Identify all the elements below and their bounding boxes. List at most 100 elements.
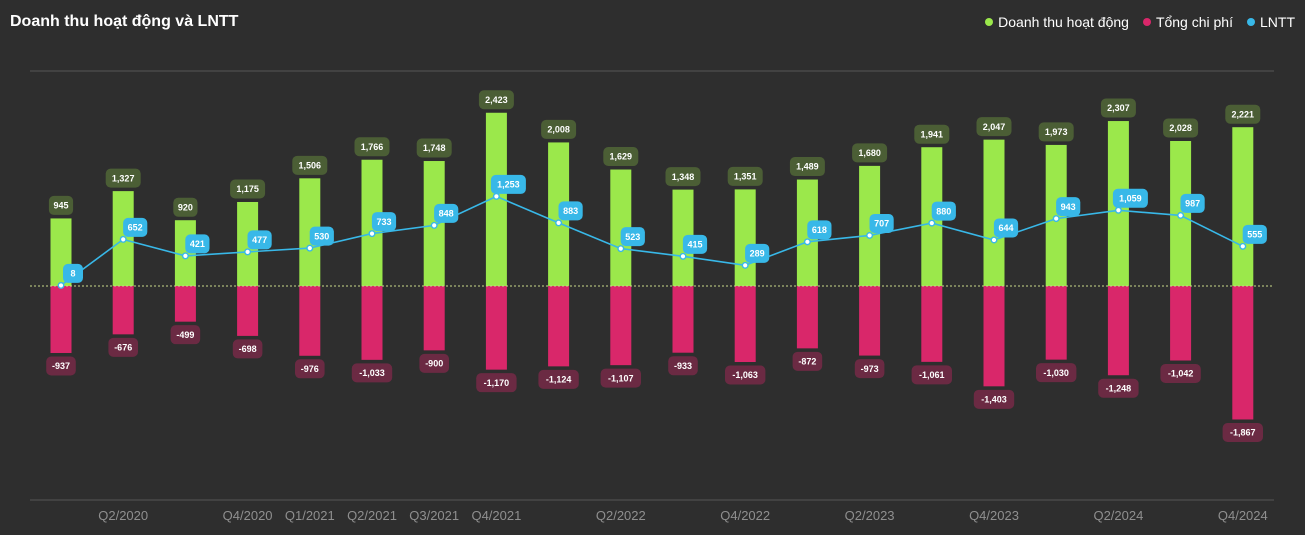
- data-label-revenue: 2,423: [485, 95, 508, 105]
- label-bg-revenue: [603, 147, 639, 167]
- data-label-revenue: 2,047: [983, 122, 1006, 132]
- bar-revenue[interactable]: [1232, 127, 1254, 286]
- label-bg-expense: [170, 325, 201, 345]
- point-lntt[interactable]: [866, 231, 874, 239]
- label-bg-revenue: [416, 138, 452, 158]
- point-lntt[interactable]: [990, 236, 998, 244]
- point-lntt[interactable]: [181, 252, 189, 260]
- bar-expense[interactable]: [672, 286, 694, 353]
- point-lntt[interactable]: [430, 221, 438, 229]
- legend-item-expense[interactable]: Tổng chi phí: [1142, 14, 1233, 30]
- x-tick-label: Q4/2024: [1218, 508, 1268, 523]
- point-lntt[interactable]: [1177, 211, 1185, 219]
- point-lntt[interactable]: [306, 244, 314, 252]
- x-tick-label: Q2/2021: [347, 508, 397, 523]
- point-lntt[interactable]: [244, 248, 252, 256]
- bar-expense[interactable]: [237, 286, 259, 336]
- point-lntt[interactable]: [928, 219, 936, 227]
- data-label-revenue: 1,489: [796, 162, 819, 172]
- x-tick-label: Q4/2023: [969, 508, 1019, 523]
- label-bg-expense: [476, 373, 517, 393]
- bar-expense[interactable]: [174, 286, 196, 322]
- data-label-expense: -1,867: [1230, 428, 1256, 438]
- bar-expense[interactable]: [983, 286, 1005, 387]
- bar-revenue[interactable]: [734, 189, 756, 286]
- bar-revenue[interactable]: [921, 147, 943, 286]
- point-lntt[interactable]: [555, 219, 563, 227]
- label-bg-revenue: [1038, 122, 1074, 142]
- data-label-lntt: 421: [190, 239, 205, 249]
- data-label-lntt: 530: [314, 231, 329, 241]
- data-label-lntt: 644: [998, 223, 1013, 233]
- data-label-lntt: 880: [936, 206, 951, 216]
- bar-expense[interactable]: [1232, 286, 1254, 420]
- data-label-revenue: 1,766: [361, 142, 384, 152]
- bar-revenue[interactable]: [983, 139, 1005, 286]
- point-lntt[interactable]: [119, 235, 127, 243]
- point-lntt[interactable]: [492, 192, 500, 200]
- bar-expense[interactable]: [1107, 286, 1129, 376]
- data-label-expense: -937: [52, 361, 70, 371]
- label-bg-lntt: [745, 243, 770, 263]
- data-label-revenue: 1,973: [1045, 127, 1068, 137]
- label-bg-revenue: [727, 166, 763, 186]
- bar-expense[interactable]: [1170, 286, 1192, 361]
- bar-expense[interactable]: [1045, 286, 1067, 360]
- bar-expense[interactable]: [859, 286, 881, 356]
- legend-dot-profit: [1247, 18, 1255, 26]
- x-tick-label: Q4/2022: [720, 508, 770, 523]
- legend-item-profit[interactable]: LNTT: [1247, 14, 1295, 30]
- data-label-expense: -499: [176, 330, 194, 340]
- data-label-revenue: 1,941: [921, 129, 944, 139]
- label-bg-lntt: [931, 201, 956, 221]
- label-bg-expense: [725, 365, 766, 385]
- point-lntt[interactable]: [368, 230, 376, 238]
- data-label-expense: -1,063: [732, 370, 758, 380]
- x-tick-label: Q2/2024: [1093, 508, 1143, 523]
- label-bg-revenue: [852, 143, 888, 163]
- x-tick-label: Q3/2021: [409, 508, 459, 523]
- bar-expense[interactable]: [796, 286, 818, 349]
- bar-revenue[interactable]: [672, 189, 694, 286]
- label-bg-expense: [295, 359, 325, 379]
- bar-expense[interactable]: [734, 286, 756, 363]
- data-label-revenue: 945: [53, 201, 68, 211]
- label-bg-expense: [854, 359, 885, 379]
- data-label-expense: -1,403: [981, 395, 1007, 405]
- label-bg-revenue: [976, 117, 1012, 137]
- label-bg-expense: [419, 353, 449, 373]
- point-lntt[interactable]: [741, 261, 749, 269]
- legend-item-revenue[interactable]: Doanh thu hoạt động: [985, 14, 1129, 30]
- bar-expense[interactable]: [485, 286, 507, 370]
- data-label-expense: -1,170: [484, 378, 510, 388]
- point-lntt[interactable]: [1052, 215, 1060, 223]
- label-bg-expense: [538, 369, 579, 389]
- label-bg-lntt: [63, 263, 83, 283]
- point-lntt[interactable]: [57, 281, 65, 289]
- bar-expense[interactable]: [610, 286, 632, 366]
- point-lntt[interactable]: [1239, 242, 1247, 250]
- point-lntt[interactable]: [803, 238, 811, 246]
- point-lntt[interactable]: [1114, 206, 1122, 214]
- label-bg-revenue: [230, 179, 266, 199]
- bar-expense[interactable]: [548, 286, 570, 367]
- bar-expense[interactable]: [299, 286, 321, 356]
- label-bg-revenue: [1163, 118, 1199, 138]
- data-label-expense: -676: [114, 343, 132, 353]
- bar-expense[interactable]: [50, 286, 72, 353]
- chart-legend: Doanh thu hoạt động Tổng chi phí LNTT: [985, 14, 1295, 30]
- x-tick-label: Q4/2021: [471, 508, 521, 523]
- data-label-expense: -933: [674, 361, 692, 371]
- bar-expense[interactable]: [423, 286, 445, 351]
- bar-expense[interactable]: [361, 286, 383, 360]
- bar-expense[interactable]: [112, 286, 134, 335]
- point-lntt[interactable]: [617, 245, 625, 253]
- bar-expense[interactable]: [921, 286, 943, 362]
- data-label-lntt: 1,253: [497, 180, 520, 190]
- label-bg-lntt: [682, 234, 708, 254]
- bar-revenue[interactable]: [610, 169, 632, 286]
- point-lntt[interactable]: [679, 252, 687, 260]
- label-bg-revenue: [105, 168, 141, 188]
- label-bg-revenue: [914, 124, 950, 144]
